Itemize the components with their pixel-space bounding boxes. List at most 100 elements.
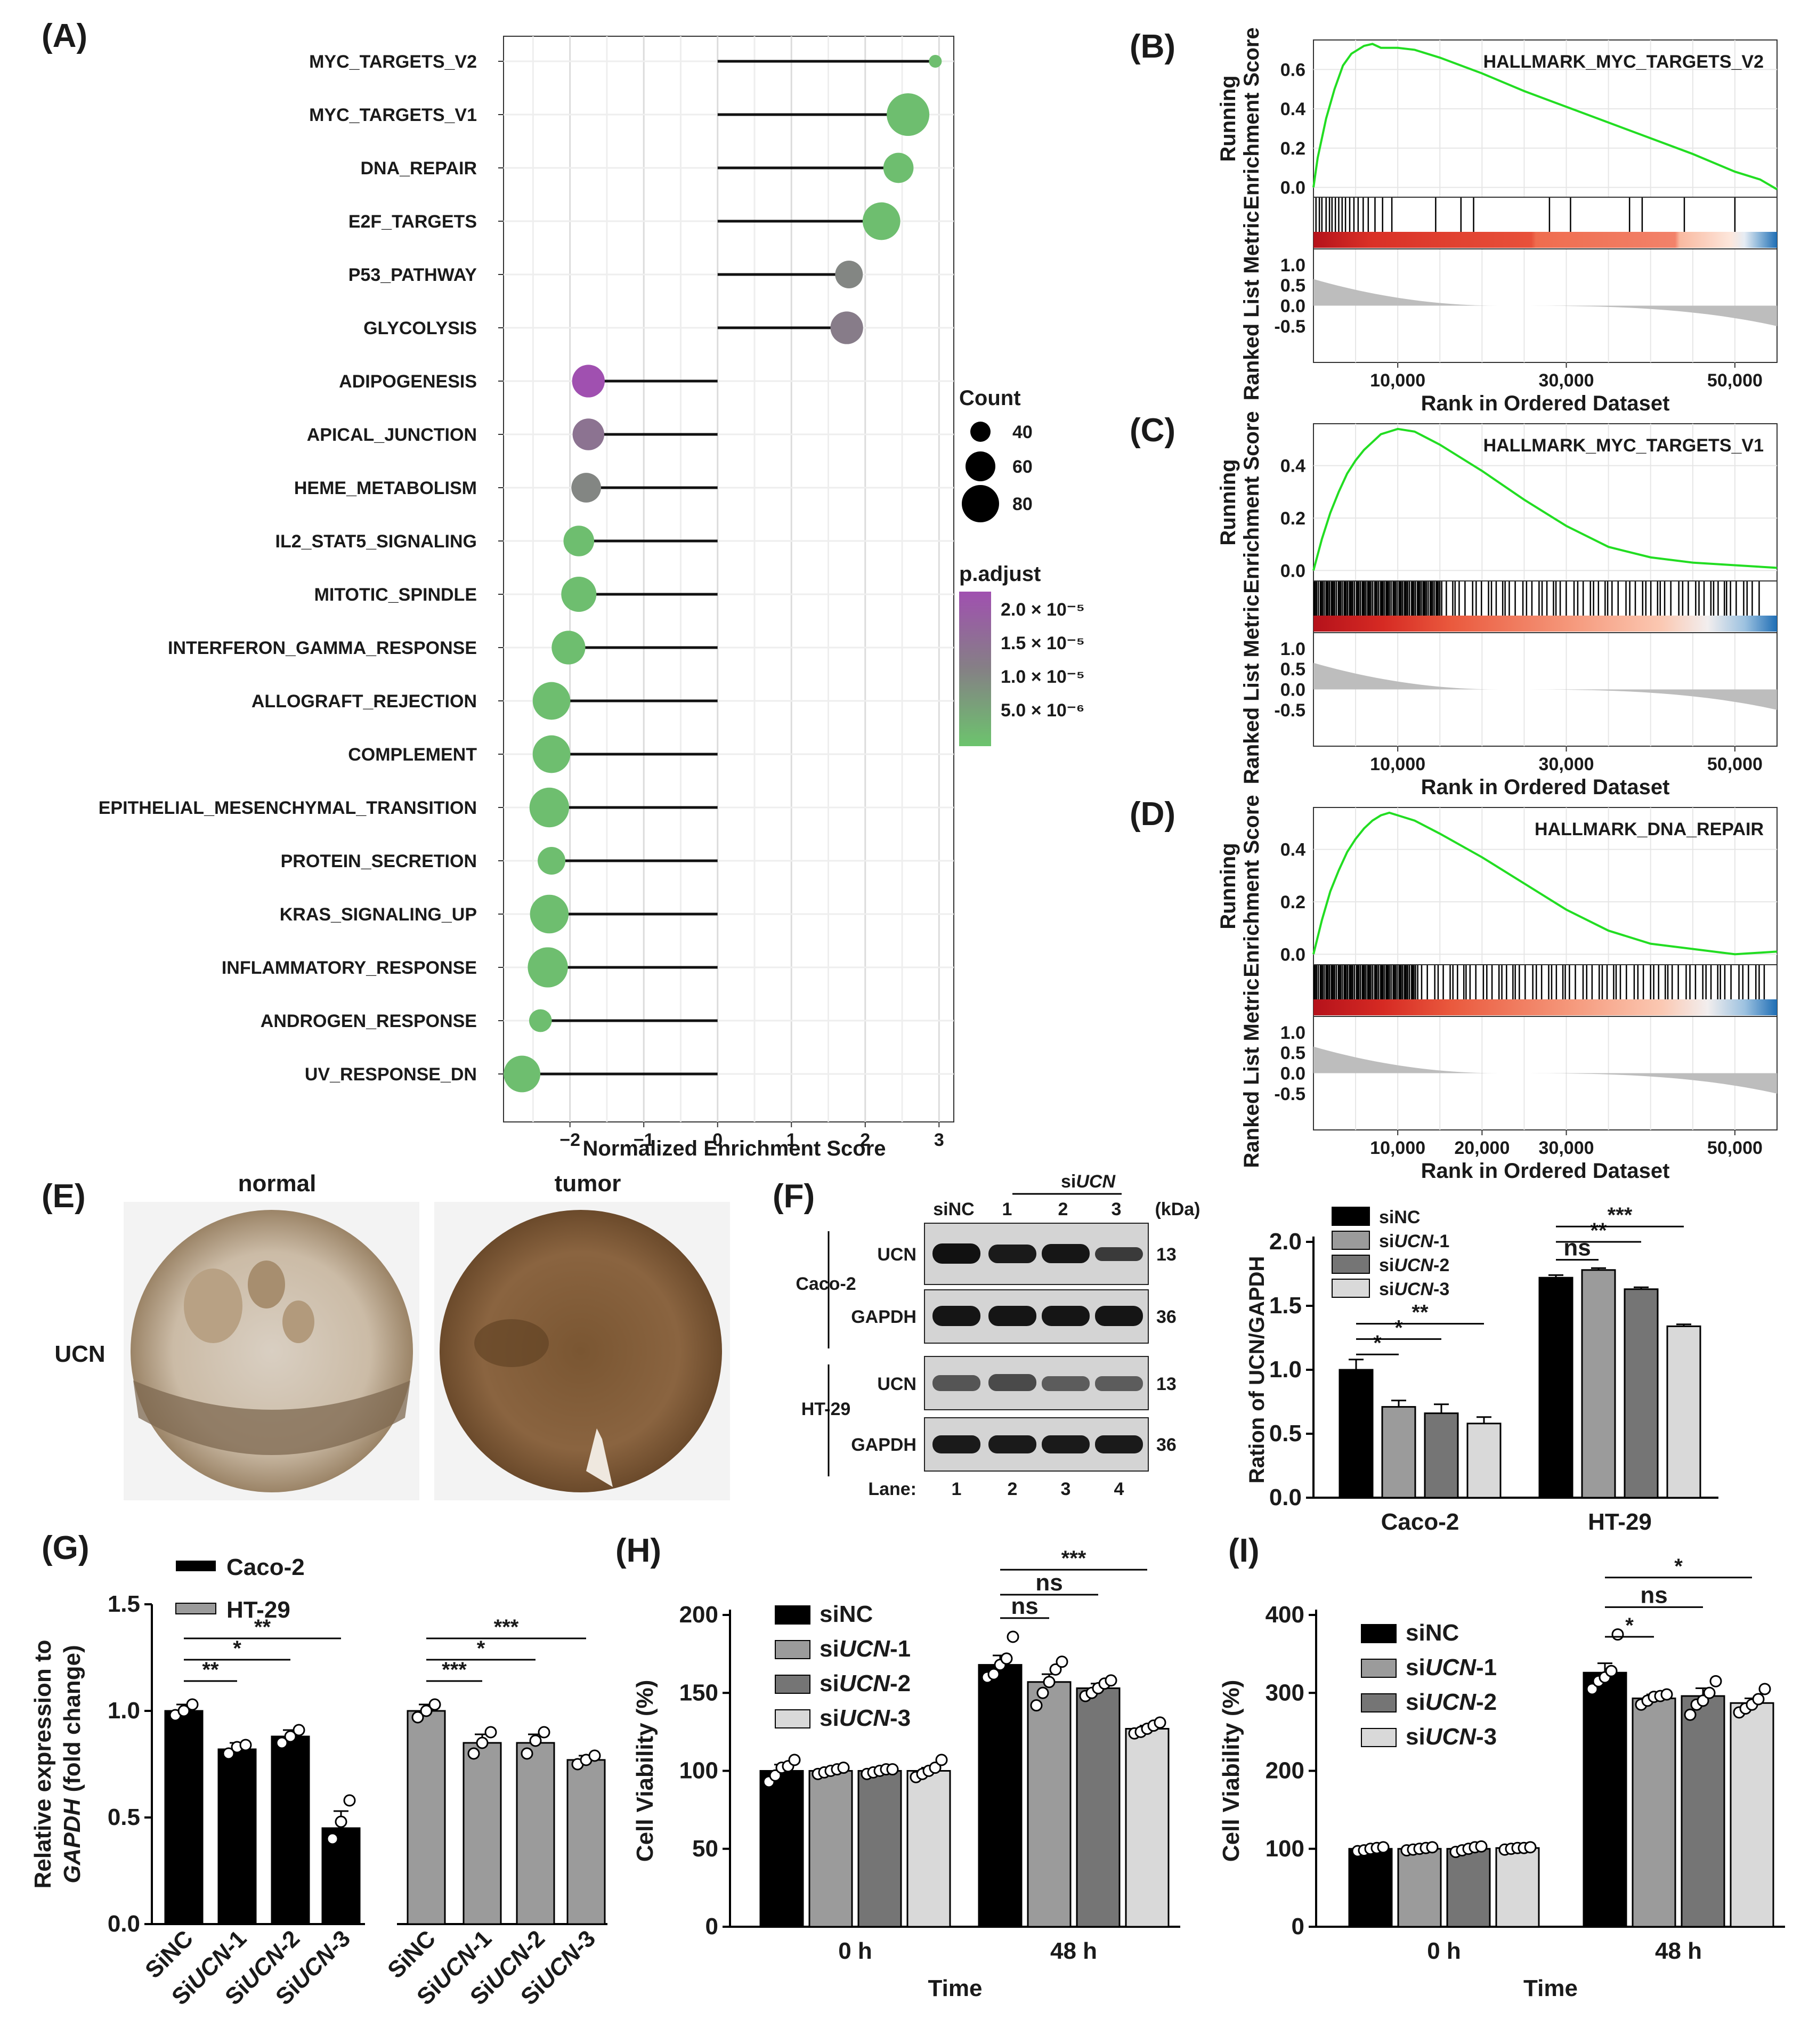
data-point <box>177 1704 190 1717</box>
bar <box>1424 1412 1459 1499</box>
blot-band <box>988 1435 1036 1453</box>
legend-swatch <box>175 1603 216 1614</box>
lollipop-dot <box>862 202 901 240</box>
rank-color-bar <box>1313 616 1777 632</box>
padj-legend-label: 1.5 × 10⁻⁵ <box>1001 633 1085 653</box>
y-tick-label: 0.0 <box>1269 1484 1302 1510</box>
y-tick-label: 0.5 <box>108 1804 140 1830</box>
lollipop-dot <box>887 93 930 136</box>
rank-color-bar <box>1313 232 1777 248</box>
data-point <box>1000 1652 1013 1665</box>
lollipop-dot <box>561 577 597 612</box>
data-point <box>293 1724 305 1736</box>
y-tick-label: 0.5 <box>1269 1420 1302 1447</box>
legend-label: siUCN-1 <box>820 1636 911 1662</box>
metric-area <box>1313 663 1777 710</box>
data-point <box>1758 1683 1771 1695</box>
data-point <box>1475 1840 1488 1853</box>
significance-label: *** <box>442 1658 467 1682</box>
data-point <box>837 1762 850 1774</box>
blot-band <box>932 1435 980 1453</box>
lollipop-dot <box>530 894 569 934</box>
blot-header-num: 1 <box>1002 1199 1012 1219</box>
significance-label: *** <box>494 1615 519 1639</box>
lollipop-dot <box>835 261 863 288</box>
lollipop-dot <box>572 418 605 450</box>
pathway-label: INFLAMMATORY_RESPONSE <box>222 958 477 978</box>
panel-a-label: (A) <box>42 18 87 54</box>
bar <box>1027 1681 1072 1928</box>
panel-i-label: (I) <box>1228 1532 1260 1569</box>
lollipop-dot <box>929 55 942 68</box>
bar <box>1681 1695 1725 1928</box>
blot-band <box>1042 1244 1090 1263</box>
blot-cell-ht29: HT-29 <box>801 1399 851 1419</box>
data-point <box>222 1747 235 1760</box>
significance-label: * <box>1625 1614 1634 1637</box>
x-tick-label: 48 h <box>1655 1938 1702 1964</box>
gsea-ylabel: Running <box>1216 75 1240 161</box>
pathway-label: PROTEIN_SECRETION <box>281 851 477 871</box>
data-point <box>476 1736 489 1749</box>
blot-band <box>1042 1376 1090 1391</box>
padj-legend-label: 1.0 × 10⁻⁵ <box>1001 667 1085 687</box>
y-tick-label: 100 <box>1266 1836 1304 1862</box>
data-point <box>929 1762 942 1774</box>
gsea-ylabel: Enrichment Score <box>1240 795 1263 977</box>
metric-y-tick: 0.0 <box>1280 1064 1305 1084</box>
legend-swatch <box>1332 1255 1370 1274</box>
metric-y-tick: -0.5 <box>1274 1084 1305 1104</box>
data-point <box>1611 1628 1624 1641</box>
bar <box>1583 1671 1627 1928</box>
legend-label: siUCN-2 <box>820 1670 911 1696</box>
gsea-title: HALLMARK_MYC_TARGETS_V2 <box>1483 52 1764 72</box>
data-point <box>343 1794 356 1807</box>
panel-a-xlabel: Normalized Enrichment Score <box>582 1137 886 1160</box>
x-tick-label: 30,000 <box>1539 1138 1594 1158</box>
data-point <box>1426 1841 1439 1854</box>
significance-label: ns <box>1035 1570 1062 1596</box>
blot-lane-number: 1 <box>952 1479 962 1499</box>
significance-label: ** <box>1590 1219 1607 1242</box>
data-point <box>1709 1675 1722 1687</box>
bar <box>1397 1848 1442 1928</box>
blot-band <box>1095 1306 1143 1326</box>
bar <box>1466 1423 1502 1499</box>
bar <box>759 1770 804 1928</box>
y-tick-label: 1.5 <box>108 1591 140 1617</box>
padj-legend-title: p.adjust <box>959 562 1041 586</box>
x-tick-label: 10,000 <box>1370 370 1425 391</box>
data-point <box>335 1815 347 1828</box>
blot-row-ucn: UCN <box>877 1245 916 1265</box>
data-point <box>467 1747 480 1760</box>
padj-colorbar <box>959 592 991 746</box>
y-axis-label: Cell Viability (%) <box>1218 1680 1244 1862</box>
pathway-label: MYC_TARGETS_V1 <box>309 105 477 125</box>
bar <box>1730 1702 1774 1928</box>
legend-swatch <box>1361 1693 1397 1712</box>
blot-row-ucn: UCN <box>877 1374 916 1394</box>
significance-label: * <box>1394 1316 1403 1339</box>
data-point <box>1697 1694 1709 1707</box>
bar <box>271 1735 310 1925</box>
y-axis-label: Cell Viability (%) <box>632 1680 658 1862</box>
gsea-ylabel: Ranked List Metric <box>1240 211 1263 401</box>
bar <box>1076 1687 1121 1928</box>
legend-label: siUCN-2 <box>1406 1689 1497 1715</box>
pathway-label: GLYCOLYSIS <box>363 318 477 338</box>
x-tick-label: 48 h <box>1050 1938 1097 1964</box>
blot-band <box>1095 1435 1143 1453</box>
lollipop-dot <box>563 526 595 556</box>
data-point <box>538 1726 550 1739</box>
es-y-tick: 0.4 <box>1280 840 1305 860</box>
pathway-label: EPITHELIAL_MESENCHYMAL_TRANSITION <box>99 798 477 818</box>
x-tick-label: 2 <box>860 1130 870 1150</box>
x-tick-label: 3 <box>934 1130 944 1150</box>
blot-lane-number: 2 <box>1008 1479 1018 1499</box>
x-tick-label: 1 <box>786 1130 797 1150</box>
bar <box>857 1770 902 1928</box>
pathway-label: APICAL_JUNCTION <box>307 425 477 445</box>
